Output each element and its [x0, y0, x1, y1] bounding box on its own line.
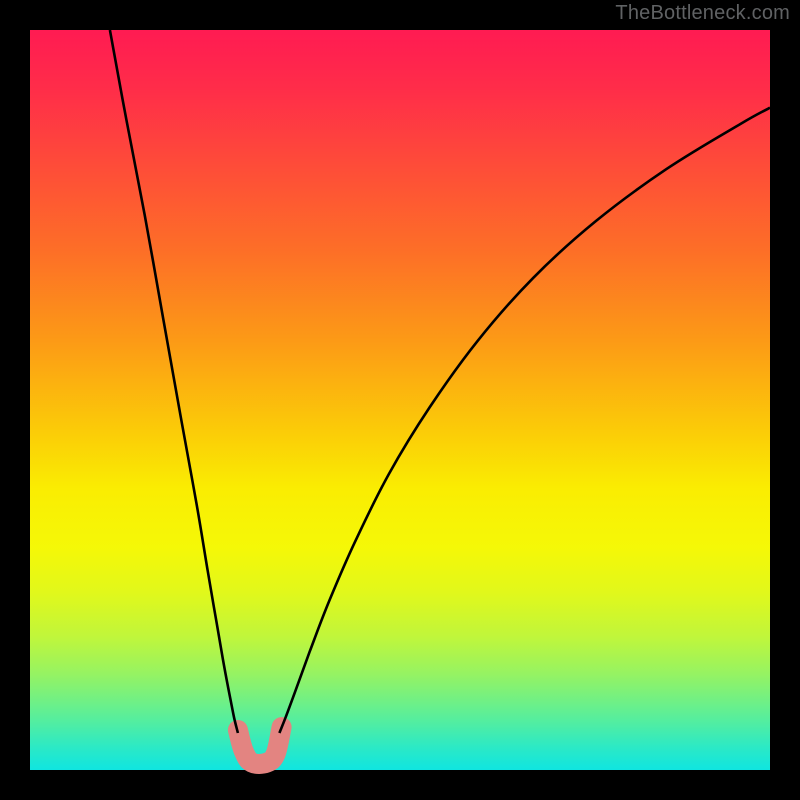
gradient-background	[30, 30, 770, 770]
stage: TheBottleneck.com	[0, 0, 800, 800]
watermark-text: TheBottleneck.com	[615, 2, 790, 25]
bottleneck-chart	[0, 0, 800, 800]
